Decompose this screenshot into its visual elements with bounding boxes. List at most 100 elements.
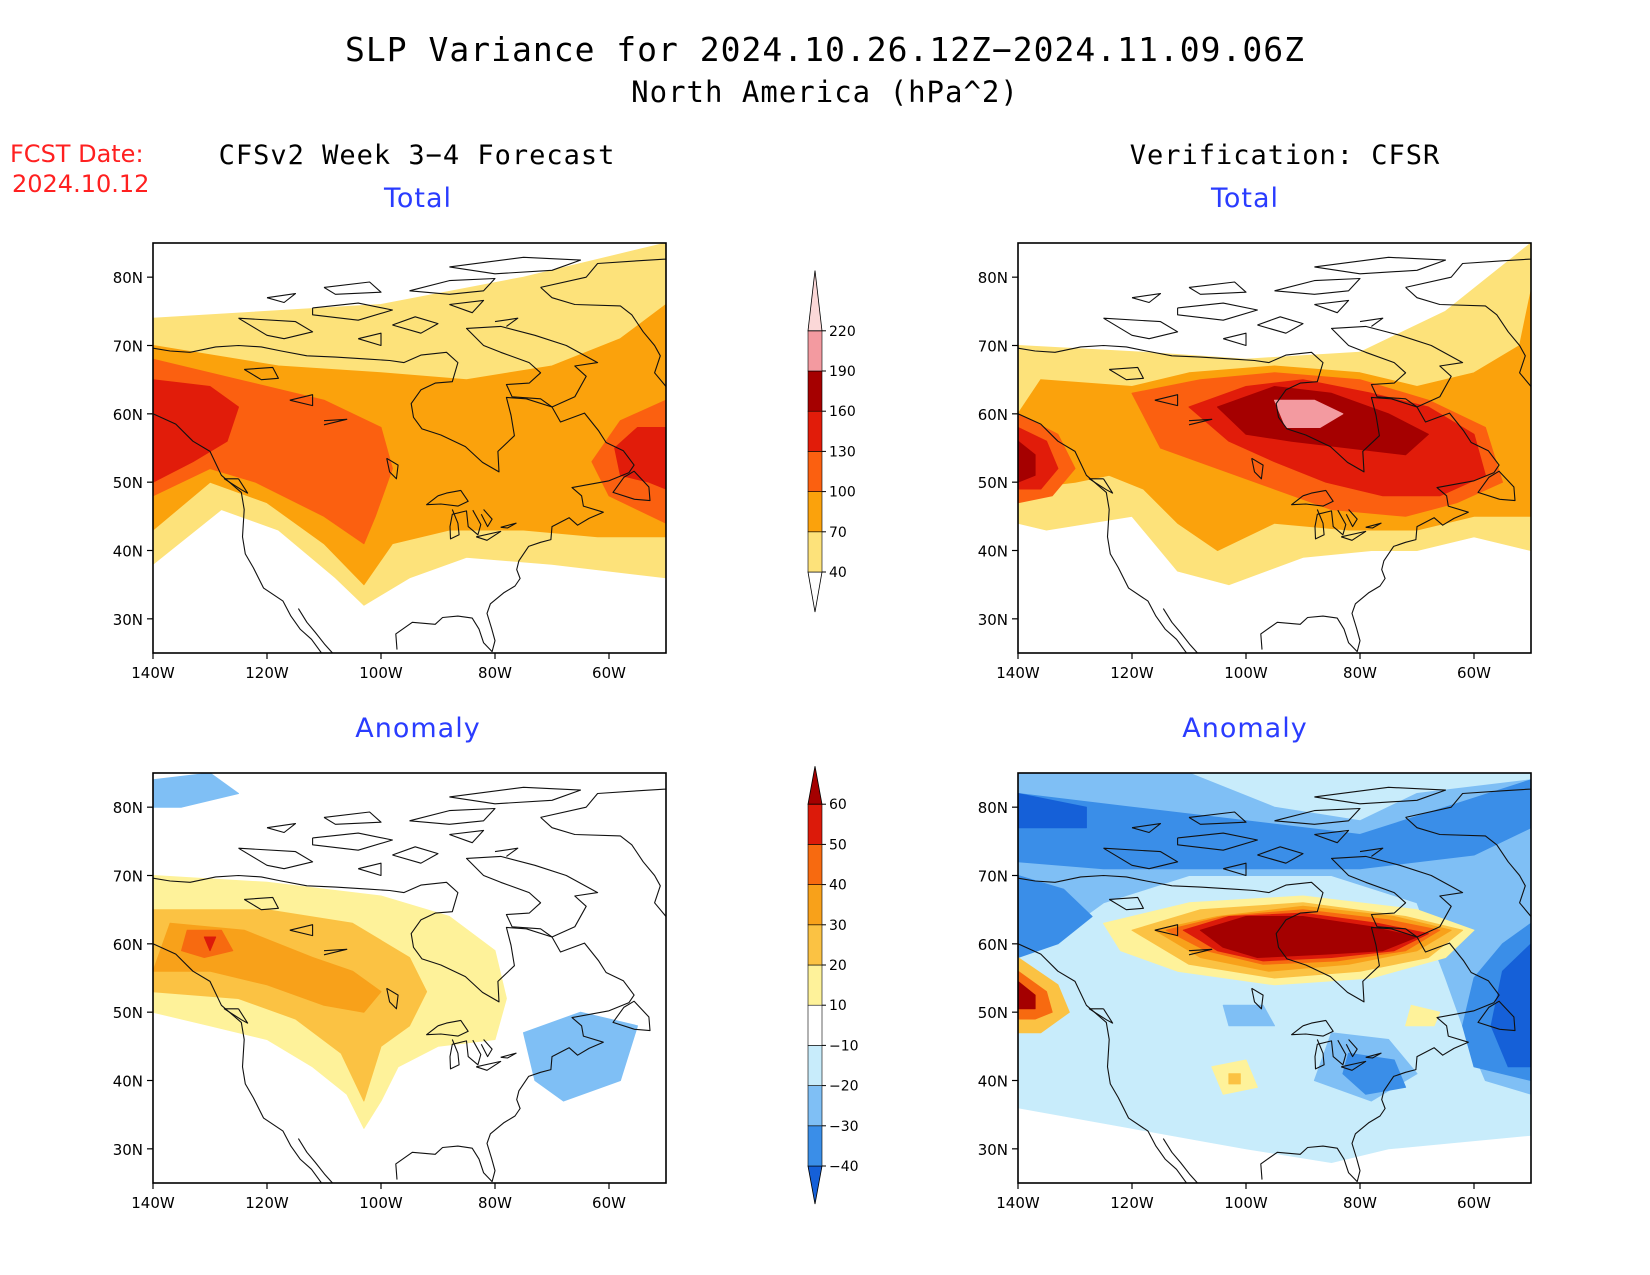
colorbar-label: 60 — [829, 797, 847, 813]
coastline-22 — [409, 807, 496, 825]
coastline-24 — [449, 786, 582, 805]
coastline-0 — [1018, 943, 1188, 1183]
colorbar-swatch — [807, 844, 823, 885]
y-tick-label: 30N — [978, 611, 1008, 629]
contour-region-0 — [153, 773, 239, 808]
colorbar-label: −10 — [829, 1038, 859, 1054]
coastline-4 — [465, 325, 599, 408]
map-panel-forecast-total: 140W 120W 100W 80W 60W 30N 40N 50N 60N 70N 80N — [113, 242, 667, 682]
fcst-date-value: 2024.10.12 — [12, 170, 150, 198]
colorbar-label: 190 — [829, 364, 856, 380]
coastline-3 — [1477, 470, 1516, 502]
x-tick-label: 60W — [592, 1194, 626, 1212]
coastline-1 — [1162, 1138, 1198, 1183]
contour-region-4 — [153, 379, 239, 483]
coastline-14 — [386, 457, 399, 480]
contour-region-7 — [1222, 1004, 1275, 1027]
x-tick-label: 120W — [245, 664, 289, 682]
x-tick-label: 120W — [245, 1194, 289, 1212]
x-tick-label: 140W — [131, 1194, 175, 1212]
x-tick-label: 80W — [1343, 664, 1377, 682]
coastline-11 — [500, 522, 517, 529]
colorbar-swatch — [807, 491, 823, 533]
contour-region-6 — [1490, 943, 1531, 1068]
coastline-18 — [1103, 847, 1179, 870]
colorbar-swatch — [807, 451, 823, 492]
coastline-18 — [238, 847, 314, 870]
map-frame — [152, 242, 667, 654]
colorbar-swatch — [807, 964, 823, 1006]
coastline-21 — [1314, 829, 1350, 844]
coastline-5 — [1405, 258, 1531, 288]
x-tick-label: 60W — [592, 664, 626, 682]
coastline-22 — [1274, 277, 1361, 295]
coastline-16 — [243, 366, 279, 381]
contour-region-3 — [1018, 875, 1093, 958]
map-frame — [1017, 242, 1532, 654]
coastline-11 — [500, 1052, 517, 1059]
colorbar-label: 160 — [829, 404, 856, 420]
colorbar-label: −30 — [829, 1119, 859, 1135]
coastline-18 — [238, 317, 314, 340]
coastline-15 — [1154, 924, 1179, 937]
coastline-12 — [1341, 1060, 1367, 1071]
x-tick-label: 140W — [996, 1194, 1040, 1212]
coastline-19 — [1177, 302, 1258, 321]
coastline-19 — [312, 832, 393, 851]
coastline-12 — [1341, 530, 1367, 541]
coastline-17 — [1188, 418, 1213, 426]
colorbar-upper-cap — [807, 766, 823, 805]
colorbar-label: 30 — [829, 918, 847, 934]
y-tick-label: 50N — [978, 474, 1008, 492]
coastline-26 — [1223, 332, 1247, 347]
colorbar-label: −40 — [829, 1159, 859, 1175]
coastline-21 — [449, 299, 485, 314]
coastline-11 — [1365, 1052, 1382, 1059]
coastline-21 — [449, 829, 485, 844]
coastline-13 — [1345, 1039, 1358, 1058]
y-tick-label: 80N — [113, 269, 143, 287]
coastline-14 — [1251, 987, 1264, 1010]
coastline-8 — [223, 1008, 249, 1024]
coastline-10 — [1314, 1039, 1347, 1070]
y-tick-label: 70N — [978, 868, 1008, 886]
coastline-20 — [1257, 316, 1304, 334]
coastline-6 — [1405, 816, 1531, 918]
map-panel-forecast-anomaly: 140W 120W 100W 80W 60W 30N 40N 50N 60N 70N 80N — [113, 772, 667, 1212]
coastline-8 — [1088, 1008, 1114, 1024]
chart-title: SLP Variance for 2024.10.26.12Z−2024.11.… — [345, 30, 1305, 69]
coastline-3 — [612, 1000, 651, 1032]
contour-region-21 — [1405, 1004, 1441, 1027]
y-tick-label: 50N — [113, 474, 143, 492]
y-tick-label: 60N — [113, 406, 143, 424]
x-tick-label: 60W — [1457, 1194, 1491, 1212]
colorbar-label: 100 — [829, 485, 856, 501]
colorbar-swatch — [807, 370, 823, 412]
colorbar-swatch — [807, 1004, 823, 1046]
coastline-1 — [297, 1138, 333, 1183]
colorbar-swatch — [807, 1125, 823, 1167]
colorbar-swatch — [807, 884, 823, 926]
coastline-10 — [449, 509, 482, 540]
map-frame — [152, 772, 667, 1184]
coastline-2 — [1018, 874, 1500, 1183]
contour-region-1 — [523, 1011, 638, 1102]
colorbar-swatch — [807, 1085, 823, 1127]
colorbar-label: 70 — [829, 525, 847, 541]
coastline-23 — [1188, 281, 1247, 295]
coastline-0 — [1018, 413, 1188, 653]
coastline-12 — [476, 530, 502, 541]
colorbar-lower-cap — [807, 1165, 823, 1205]
coastline-9 — [1291, 489, 1334, 507]
coastline-27 — [494, 317, 519, 327]
coastline-25 — [1131, 293, 1162, 304]
map-frame — [1017, 772, 1532, 1184]
coastline-5 — [540, 788, 666, 818]
coastline-22 — [409, 277, 496, 295]
coastline-17 — [323, 948, 348, 956]
coastline-20 — [392, 846, 439, 864]
coastline-21 — [1314, 299, 1350, 314]
y-tick-label: 40N — [978, 1073, 1008, 1091]
coastline-5 — [540, 258, 666, 288]
coastline-9 — [426, 1019, 469, 1037]
